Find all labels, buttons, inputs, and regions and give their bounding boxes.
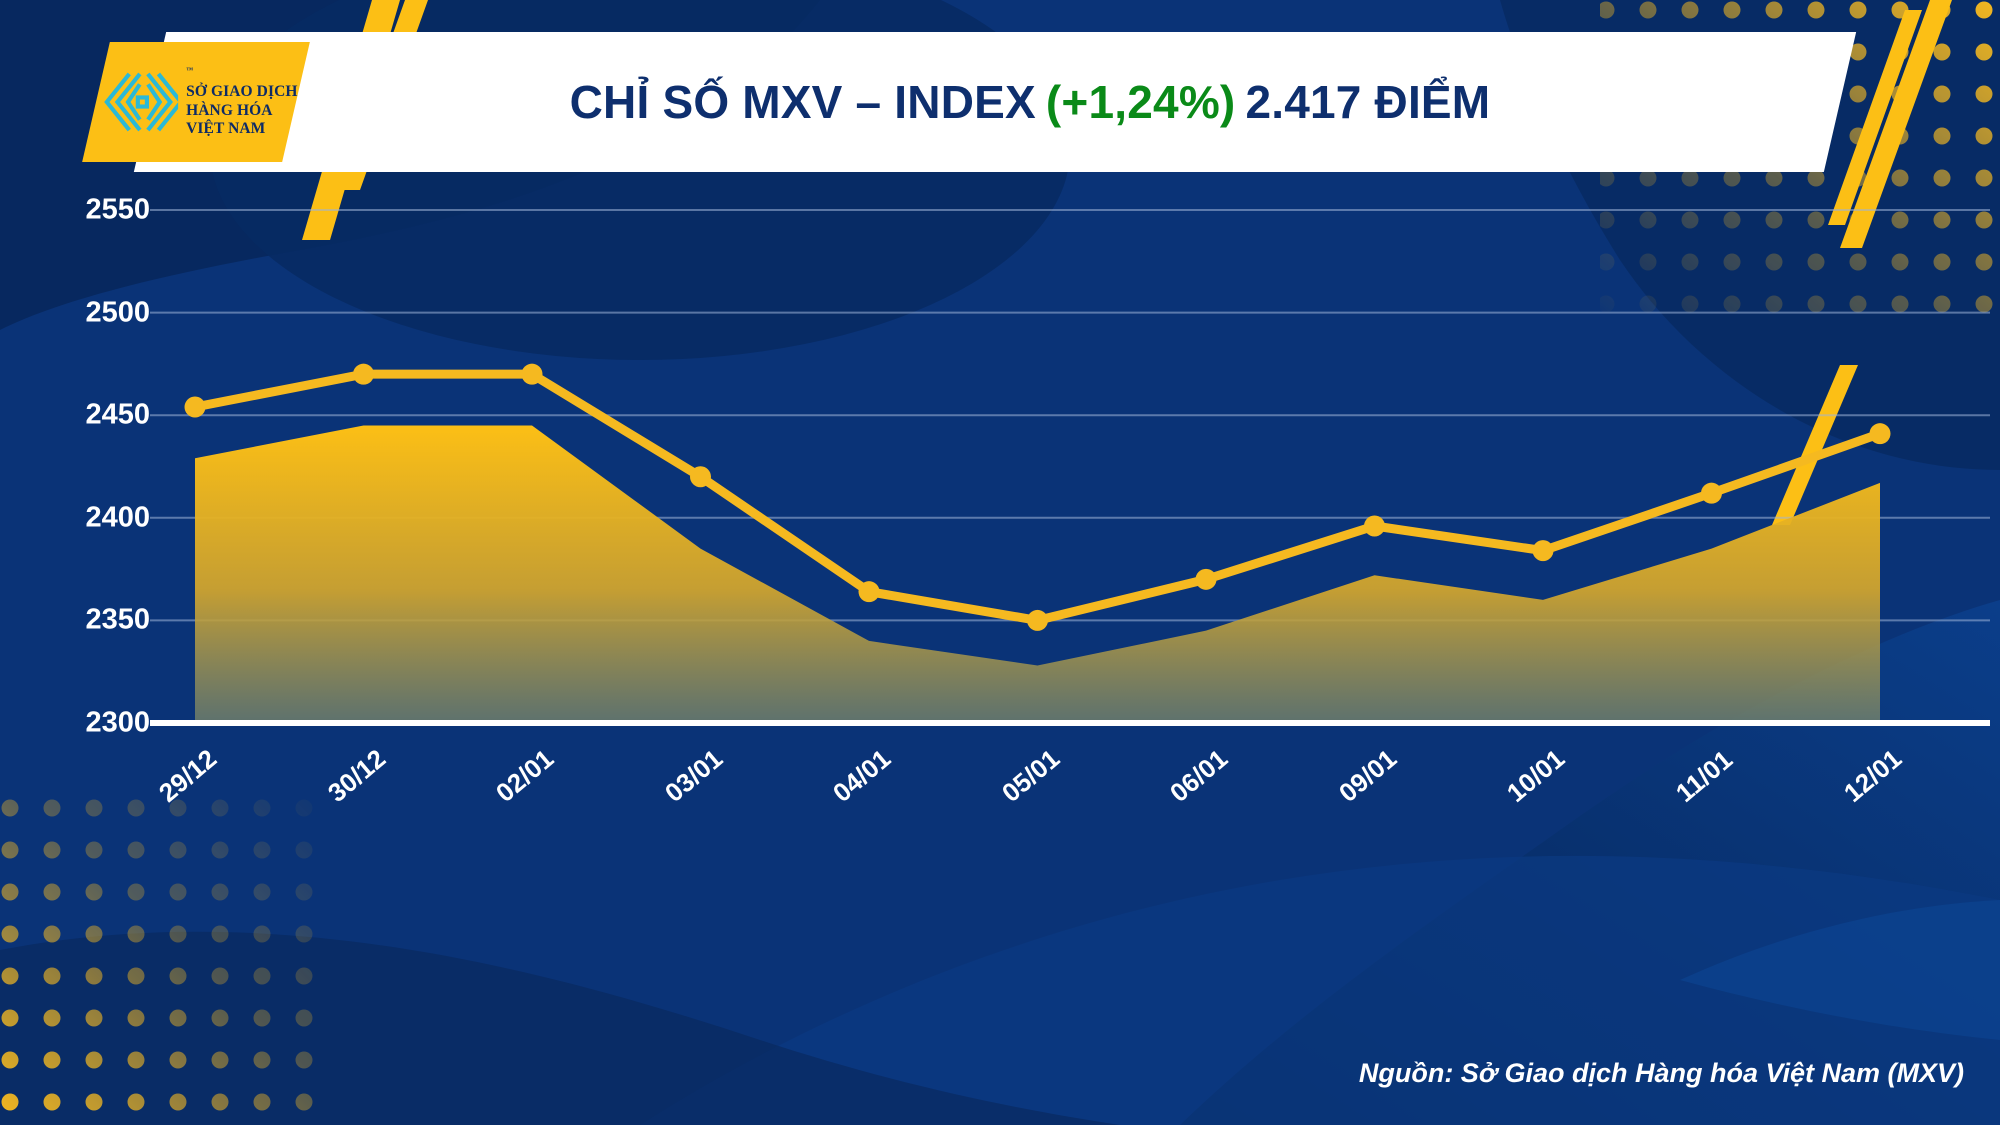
header: ™ SỞ GIAO DỊCH HÀNG HÓA VIỆT NAM CHỈ SỐ … [0, 0, 2000, 215]
title-value: 2.417 ĐIỂM [1245, 76, 1491, 128]
y-axis-tick: 2550 [85, 193, 150, 226]
x-axis-tick: 30/12 [321, 743, 391, 808]
dot-pattern-bottom-left [0, 785, 335, 1125]
y-axis-tick: 2400 [85, 501, 150, 534]
y-axis-tick: 2450 [85, 398, 150, 431]
logo[interactable]: ™ SỞ GIAO DỊCH HÀNG HÓA VIỆT NAM [82, 42, 310, 162]
y-axis-tick: 2350 [85, 603, 150, 636]
page-title: CHỈ SỐ MXV – INDEX (+1,24%) 2.417 ĐIỂM [430, 62, 1630, 142]
x-axis-tick: 05/01 [995, 743, 1065, 808]
x-axis-tick: 11/01 [1669, 744, 1738, 808]
accent-slashes-right [1772, 0, 1952, 525]
x-axis-tick: 12/01 [1838, 743, 1908, 808]
title-prefix: CHỈ SỐ MXV – INDEX [569, 76, 1036, 128]
x-axis-tick: 03/01 [658, 743, 728, 808]
mxv-maze-logo-icon [104, 72, 178, 132]
x-axis-tick: 02/01 [490, 743, 560, 808]
x-axis-tick: 04/01 [827, 743, 897, 808]
x-axis-tick: 29/12 [153, 743, 223, 808]
x-axis-tick: 09/01 [1332, 743, 1402, 808]
x-axis-tick: 06/01 [1164, 743, 1234, 808]
title-change-badge: (+1,24%) [1045, 76, 1236, 128]
y-axis-labels: 2300 2350 2400 2450 2500 2550 [20, 0, 150, 1125]
data-point-markers [184, 363, 1891, 631]
y-axis-tick: 2300 [85, 706, 150, 739]
area-series [195, 425, 1880, 723]
source-note: Nguồn: Sở Giao dịch Hàng hóa Việt Nam (M… [1358, 1058, 1964, 1088]
y-axis-tick: 2500 [85, 296, 150, 329]
x-axis-tick: 10/01 [1501, 743, 1571, 808]
